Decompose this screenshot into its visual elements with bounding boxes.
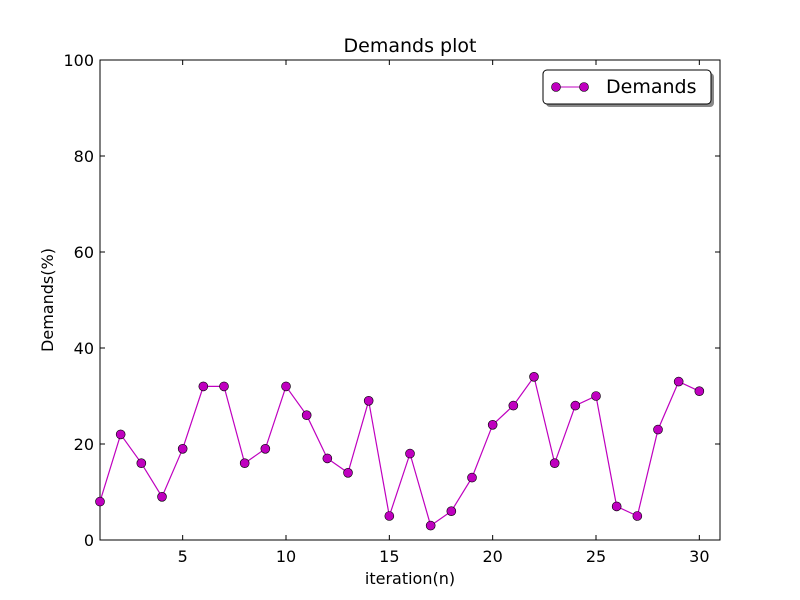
legend-marker-right — [579, 82, 589, 92]
x-tick-label: 20 — [482, 547, 502, 566]
data-point — [343, 467, 353, 478]
data-point — [363, 395, 374, 406]
data-point — [549, 458, 560, 469]
data-point — [529, 371, 539, 382]
legend: Demands — [542, 69, 714, 107]
chart-title: Demands plot — [344, 35, 477, 57]
data-point — [425, 520, 436, 531]
legend-box — [542, 69, 712, 105]
y-tick-label: 80 — [74, 147, 94, 166]
y-tick-label: 0 — [84, 531, 94, 550]
series-group — [95, 371, 705, 531]
data-point — [301, 410, 312, 421]
data-point — [405, 448, 415, 459]
data-point — [115, 429, 126, 440]
data-point — [322, 453, 333, 464]
y-tick-label: 60 — [74, 243, 94, 262]
x-axis-label: iteration(n) — [365, 569, 455, 588]
legend-marker-left — [551, 82, 561, 92]
x-tick-label: 25 — [586, 547, 606, 566]
data-point — [611, 501, 622, 512]
data-point — [281, 381, 291, 392]
legend-label: Demands — [606, 76, 696, 98]
data-point — [653, 424, 663, 435]
data-point — [260, 443, 271, 454]
data-point — [239, 458, 250, 469]
x-tick-label: 5 — [178, 547, 188, 566]
plot-frame — [99, 59, 721, 541]
y-tick-label: 40 — [74, 339, 94, 358]
data-point — [219, 381, 229, 392]
demands-series-line — [99, 375, 700, 527]
data-point — [673, 376, 684, 387]
data-point — [467, 472, 477, 483]
y-axis-label: Demands(%) — [38, 248, 57, 352]
x-tick-label: 30 — [689, 547, 709, 566]
data-point — [384, 511, 395, 521]
x-tick-label: 15 — [379, 547, 399, 566]
data-point — [570, 400, 581, 411]
data-point — [508, 400, 519, 411]
data-point — [198, 381, 209, 392]
data-point — [95, 496, 105, 507]
axis-ticks: 5 10 15 20 25 30 0 20 40 60 80 100 — [63, 51, 720, 566]
x-tick-label: 10 — [276, 547, 296, 566]
data-point — [632, 511, 643, 521]
y-tick-label: 100 — [63, 51, 94, 70]
y-tick-label: 20 — [74, 435, 94, 454]
data-point — [591, 391, 601, 401]
data-point — [177, 443, 188, 454]
data-point — [136, 458, 147, 469]
data-point — [694, 386, 705, 397]
data-point — [157, 491, 167, 502]
data-point — [446, 506, 457, 517]
data-point — [487, 419, 498, 430]
